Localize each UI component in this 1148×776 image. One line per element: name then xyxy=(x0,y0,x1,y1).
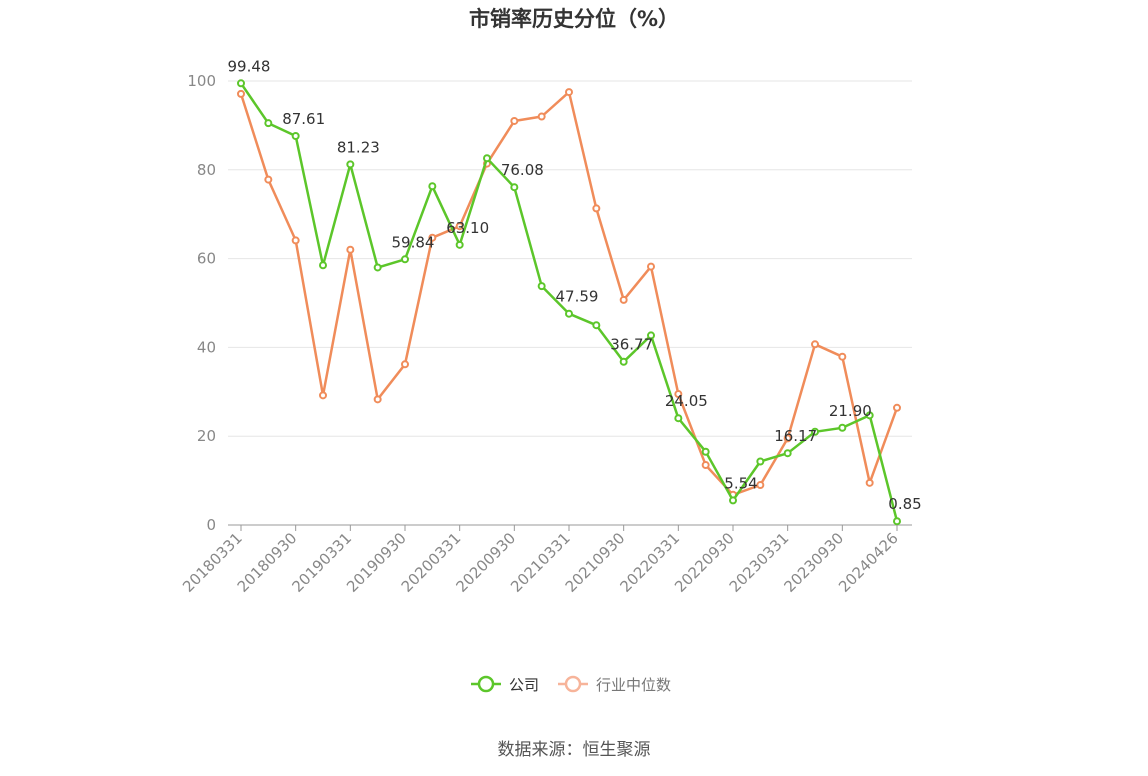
legend-label: 公司 xyxy=(509,676,539,694)
data-point[interactable] xyxy=(592,321,601,330)
x-axis: 2018033120180930201903312019093020200331… xyxy=(179,524,912,596)
data-label: 63.10 xyxy=(446,219,489,237)
data-point[interactable] xyxy=(346,245,355,254)
data-point[interactable] xyxy=(674,414,683,423)
y-tick-label: 60 xyxy=(197,250,216,268)
data-point[interactable] xyxy=(701,447,710,456)
data-point[interactable] xyxy=(647,262,655,271)
data-point[interactable] xyxy=(893,517,901,526)
data-point[interactable] xyxy=(455,240,464,249)
data-label: 47.59 xyxy=(556,288,599,306)
data-point[interactable] xyxy=(565,309,573,318)
x-tick-label: 20240426 xyxy=(835,529,902,596)
data-point[interactable] xyxy=(674,390,683,399)
data-point[interactable] xyxy=(647,331,655,340)
data-point[interactable] xyxy=(510,183,519,192)
legend[interactable]: 公司 行业中位数 xyxy=(471,675,671,694)
legend-swatch-marker xyxy=(477,675,495,693)
data-point[interactable] xyxy=(838,352,847,361)
data-label: 99.48 xyxy=(228,57,271,75)
y-tick-label: 100 xyxy=(187,72,216,90)
chart-title: 市销率历史分位（%） xyxy=(469,7,679,31)
data-point[interactable] xyxy=(237,89,245,98)
data-labels: 99.48 87.61 81.23 59.84 63.10 76.08 47.59 36.77… xyxy=(228,57,922,513)
y-tick-label: 80 xyxy=(197,161,216,179)
plot-area xyxy=(237,79,901,526)
data-label: 76.08 xyxy=(501,161,544,179)
data-point[interactable] xyxy=(455,222,464,231)
data-point[interactable] xyxy=(756,481,765,490)
data-point[interactable] xyxy=(373,395,382,404)
data-point[interactable] xyxy=(565,88,573,97)
data-label: 24.05 xyxy=(665,392,708,410)
data-point[interactable] xyxy=(838,423,847,432)
data-point[interactable] xyxy=(237,79,245,88)
y-tick-label: 0 xyxy=(206,516,216,534)
legend-item[interactable]: 公司 xyxy=(471,675,539,694)
data-point[interactable] xyxy=(291,132,300,141)
data-point[interactable] xyxy=(401,360,409,369)
data-point[interactable] xyxy=(701,461,710,470)
grid-lines xyxy=(228,80,912,437)
legend-item[interactable]: 行业中位数 xyxy=(558,675,671,694)
data-point[interactable] xyxy=(619,295,628,304)
legend-swatch-marker xyxy=(564,675,582,693)
y-tick-label: 40 xyxy=(197,338,216,356)
data-point[interactable] xyxy=(373,263,382,272)
data-point[interactable] xyxy=(346,160,355,169)
data-label: 59.84 xyxy=(392,233,435,251)
data-point[interactable] xyxy=(510,116,519,125)
data-point[interactable] xyxy=(319,261,327,270)
data-point[interactable] xyxy=(428,233,437,242)
legend-label: 行业中位数 xyxy=(596,676,671,694)
data-label: 36.77 xyxy=(610,336,653,354)
data-point[interactable] xyxy=(865,478,874,487)
data-label: 21.90 xyxy=(829,402,872,420)
data-point[interactable] xyxy=(811,340,819,349)
data-point[interactable] xyxy=(893,403,901,412)
data-point[interactable] xyxy=(729,496,737,505)
data-label: 16.17 xyxy=(774,427,817,445)
data-point[interactable] xyxy=(783,434,792,443)
data-point[interactable] xyxy=(291,236,300,245)
data-label: 87.61 xyxy=(282,110,325,128)
data-point[interactable] xyxy=(592,204,601,213)
data-label: 5.54 xyxy=(724,474,757,492)
data-point[interactable] xyxy=(319,391,327,400)
data-point[interactable] xyxy=(264,119,273,128)
data-label: 0.85 xyxy=(888,495,921,513)
data-point[interactable] xyxy=(537,112,546,121)
data-point[interactable] xyxy=(401,255,409,264)
data-point[interactable] xyxy=(264,175,273,184)
data-point[interactable] xyxy=(783,449,792,458)
y-tick-label: 20 xyxy=(197,427,216,445)
data-point[interactable] xyxy=(619,357,628,366)
data-point[interactable] xyxy=(483,154,491,163)
data-point[interactable] xyxy=(756,457,765,466)
y-axis: 0 20 40 60 80 100 xyxy=(187,72,216,534)
data-point[interactable] xyxy=(865,411,874,420)
source-note: 数据来源：恒生聚源 xyxy=(498,740,651,760)
data-label: 81.23 xyxy=(337,138,380,156)
data-point[interactable] xyxy=(537,282,546,291)
data-point[interactable] xyxy=(428,182,437,191)
data-point[interactable] xyxy=(811,427,819,436)
